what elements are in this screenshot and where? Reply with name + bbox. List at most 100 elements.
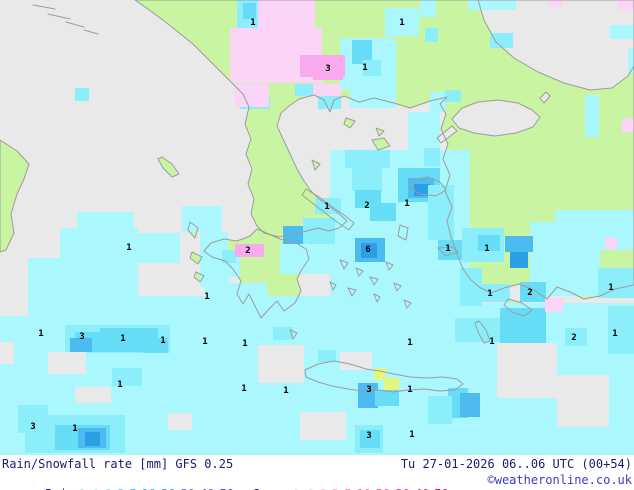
precip-amount-label: 2 xyxy=(245,246,250,256)
snow-scale-value: 1 xyxy=(320,487,327,490)
precip-cell xyxy=(295,84,314,96)
precip-cell xyxy=(425,28,438,42)
precip-cell xyxy=(424,148,440,166)
snow-scale-value: 0.1 xyxy=(293,487,315,490)
precip-amount-label: 1 xyxy=(407,338,412,348)
rain-scale-value: 40 xyxy=(200,487,214,490)
rain-scale-value: 2 xyxy=(117,487,124,490)
precip-amount-label: 1 xyxy=(484,244,489,254)
precip-cell xyxy=(361,243,377,258)
precip-cell xyxy=(500,308,546,346)
precip-amount-label: 3 xyxy=(366,431,371,441)
precip-cell xyxy=(258,0,315,30)
precip-cell xyxy=(168,413,192,430)
snow-scale-value: 10 xyxy=(356,487,370,490)
precip-amount-label: 1 xyxy=(241,384,246,394)
precip-cell xyxy=(545,298,563,312)
precip-cell xyxy=(358,383,378,408)
precip-amount-label: 1 xyxy=(72,424,77,434)
precip-amount-label: 1 xyxy=(204,292,209,302)
precip-cell xyxy=(520,282,546,302)
precip-cell xyxy=(350,84,396,108)
precip-amount-label: 3 xyxy=(79,332,84,342)
precip-cell xyxy=(70,338,92,352)
precip-cell xyxy=(340,352,372,370)
precip-amount-label: 1 xyxy=(120,334,125,344)
precip-cell xyxy=(430,92,446,112)
precip-amount-label: 1 xyxy=(407,385,412,395)
precip-cell xyxy=(352,40,372,64)
precip-cell xyxy=(280,244,330,274)
rain-scale-value: 30 xyxy=(181,487,195,490)
precip-value-labels-layer: 1 1 3 1 2 1 1 1 2 6 1 1 1 1 2 1 1 3 1 1 1 1 1 1 2 1 1 1 1 3 1 3 1 3 1 xyxy=(30,18,617,441)
precip-cell xyxy=(77,212,134,229)
precip-cell xyxy=(478,235,500,251)
precip-cell xyxy=(460,268,482,306)
precip-cell xyxy=(610,25,634,39)
precip-cell xyxy=(497,343,557,398)
precip-cell xyxy=(273,327,293,340)
snow-scale-label: Snow: xyxy=(253,487,289,490)
precip-cell xyxy=(143,338,168,353)
precip-amount-label: 1 xyxy=(608,283,613,293)
precip-cell xyxy=(490,33,513,48)
precip-cell xyxy=(283,226,307,244)
precip-cell xyxy=(384,378,399,390)
precip-cell xyxy=(460,393,480,417)
precip-amount-label: 2 xyxy=(571,333,576,343)
snow-scale-value: 30 xyxy=(395,487,409,490)
rain-scale-value: 20 xyxy=(161,487,175,490)
precip-cell xyxy=(85,432,100,446)
precip-cell xyxy=(352,163,382,191)
precip-cell xyxy=(313,60,343,80)
precip-amount-label: 6 xyxy=(365,245,370,255)
precip-amount-label: 1 xyxy=(362,63,367,73)
rain-scale-value: 0.1 xyxy=(78,487,100,490)
precip-cell xyxy=(318,350,336,362)
precip-cell xyxy=(318,95,341,109)
precip-cell xyxy=(103,233,180,263)
copyright-text: ©weatheronline.co.uk xyxy=(487,473,633,487)
precip-cell xyxy=(628,48,634,73)
precip-amount-label: 1 xyxy=(487,289,492,299)
precip-cell xyxy=(75,88,89,101)
precip-cell xyxy=(363,60,381,76)
precip-amount-label: 1 xyxy=(38,329,43,339)
precip-cell xyxy=(510,248,528,268)
precip-cell xyxy=(480,284,510,302)
precip-cell xyxy=(505,236,533,252)
snow-scale-values: 0.1 1 2 5 10 20 30 40 50 xyxy=(293,487,454,490)
precip-amount-label: 2 xyxy=(527,288,532,298)
precip-cell xyxy=(235,84,269,107)
precip-amount-label: 1 xyxy=(126,243,131,253)
precip-amount-label: 1 xyxy=(242,339,247,349)
rain-scale-values: 0.1 1 2 5 10 20 30 40 50 xyxy=(78,487,239,490)
precip-amount-label: 1 xyxy=(445,244,450,254)
precip-cell xyxy=(300,412,346,440)
rain-scale-value: 5 xyxy=(129,487,136,490)
precip-cell xyxy=(608,306,634,354)
precip-amount-label: 3 xyxy=(325,64,330,74)
legend-bar: Rain/Snowfall rate [mm] GFS 0.25 Tu 27-0… xyxy=(0,455,634,490)
precip-amount-label: 1 xyxy=(409,430,414,440)
precip-amount-label: 1 xyxy=(399,18,404,28)
snow-scale-value: 5 xyxy=(344,487,351,490)
precipitation-map: 1 1 3 1 2 1 1 1 2 6 1 1 1 1 2 1 1 3 1 1 1 1 1 1 2 1 1 1 1 3 1 3 1 3 1 xyxy=(0,0,634,455)
precip-amount-label: 3 xyxy=(30,422,35,432)
precip-cell xyxy=(557,375,609,427)
precip-cell xyxy=(605,237,617,249)
precip-cell xyxy=(235,244,264,257)
precip-amount-label: 1 xyxy=(283,386,288,396)
precip-cell xyxy=(598,268,634,298)
precip-cell xyxy=(313,84,341,96)
precip-cell xyxy=(585,95,599,137)
rain-scale-label: Rain xyxy=(45,487,74,490)
precip-amount-label: 1 xyxy=(117,380,122,390)
precip-cell xyxy=(408,112,440,152)
precip-cell xyxy=(420,0,436,17)
precip-cell xyxy=(548,0,563,7)
precipitation-cells-layer xyxy=(0,0,634,455)
precip-cell xyxy=(360,430,380,448)
map-svg: 1 1 3 1 2 1 1 1 2 6 1 1 1 1 2 1 1 3 1 1 1 1 1 1 2 1 1 1 1 3 1 3 1 3 1 xyxy=(0,0,634,455)
